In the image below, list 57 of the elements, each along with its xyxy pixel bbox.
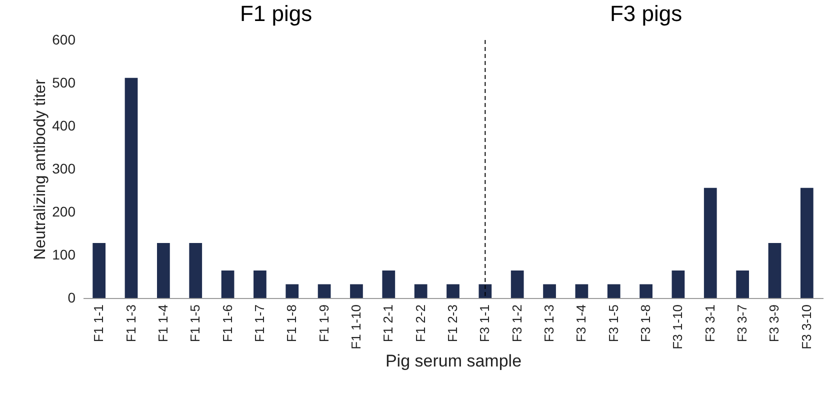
- bar: [318, 284, 331, 298]
- bar: [350, 284, 363, 298]
- bar: [575, 284, 588, 298]
- text: F1 pigs: [240, 1, 312, 26]
- x-tick-label: F1 1-6: [220, 304, 235, 342]
- x-tick-label: F1 1-1: [91, 304, 106, 342]
- x-tick-label: F3 1-3: [542, 304, 557, 342]
- text: F3 pigs: [610, 1, 682, 26]
- x-tick-label: F3 1-2: [509, 304, 524, 342]
- bar: [124, 78, 138, 298]
- bar: [446, 284, 460, 298]
- y-tick-label: 100: [52, 246, 76, 262]
- x-tick-label: F3 3-1: [702, 304, 718, 342]
- bar: [92, 242, 106, 298]
- x-tick-label: F3 1-8: [638, 304, 654, 342]
- bar: [768, 242, 782, 298]
- bar: [286, 284, 299, 298]
- x-tick-label: F3 3-7: [734, 304, 750, 342]
- bar: [543, 284, 556, 298]
- bar: [800, 188, 814, 298]
- x-tick-label: F3 3-9: [766, 304, 782, 342]
- y-tick-label: 300: [52, 160, 76, 176]
- x-tick-label: F1 1-5: [188, 304, 203, 342]
- x-tick-label: F3 1-4: [574, 304, 589, 342]
- bar: [607, 284, 620, 298]
- y-axis-title: Neutralizing antibody titer: [32, 78, 50, 260]
- x-tick-label: F1 1-3: [123, 304, 138, 342]
- y-tick-label: 500: [52, 74, 76, 90]
- bar: [382, 270, 396, 298]
- x-tick-label: F3 1-5: [606, 304, 621, 342]
- bar: [157, 242, 170, 298]
- y-tick-label: 0: [68, 290, 76, 306]
- x-tick-label: F1 1-10: [348, 304, 364, 350]
- x-tick-label: F1 1-9: [316, 304, 332, 342]
- bar: [254, 270, 266, 298]
- x-tick-label: F3 1-10: [670, 304, 686, 350]
- bar: [640, 284, 652, 298]
- bar: [672, 270, 685, 298]
- x-tick-label: F1 1-4: [155, 304, 170, 342]
- y-tick-label: 400: [52, 118, 76, 134]
- x-tick-label: F3 1-1: [477, 304, 492, 342]
- bar: [189, 242, 202, 298]
- bar: [478, 284, 492, 298]
- x-tick-label: F1 1-7: [252, 304, 267, 342]
- x-tick-label: F1 1-8: [284, 304, 300, 342]
- x-tick-label: F3 3-10: [798, 304, 814, 350]
- bar: [704, 188, 717, 298]
- bar: [414, 284, 428, 298]
- x-axis-title: Pig serum sample: [385, 351, 522, 370]
- x-tick-label: F1 2-2: [412, 304, 428, 342]
- x-tick-label: F1 2-1: [380, 304, 396, 342]
- x-tick-label: F1 2-3: [445, 304, 460, 342]
- y-tick-label: 600: [52, 32, 76, 48]
- y-tick-label: 200: [52, 204, 76, 220]
- bar: [221, 270, 234, 298]
- bar: [510, 270, 524, 298]
- bar: [736, 270, 749, 298]
